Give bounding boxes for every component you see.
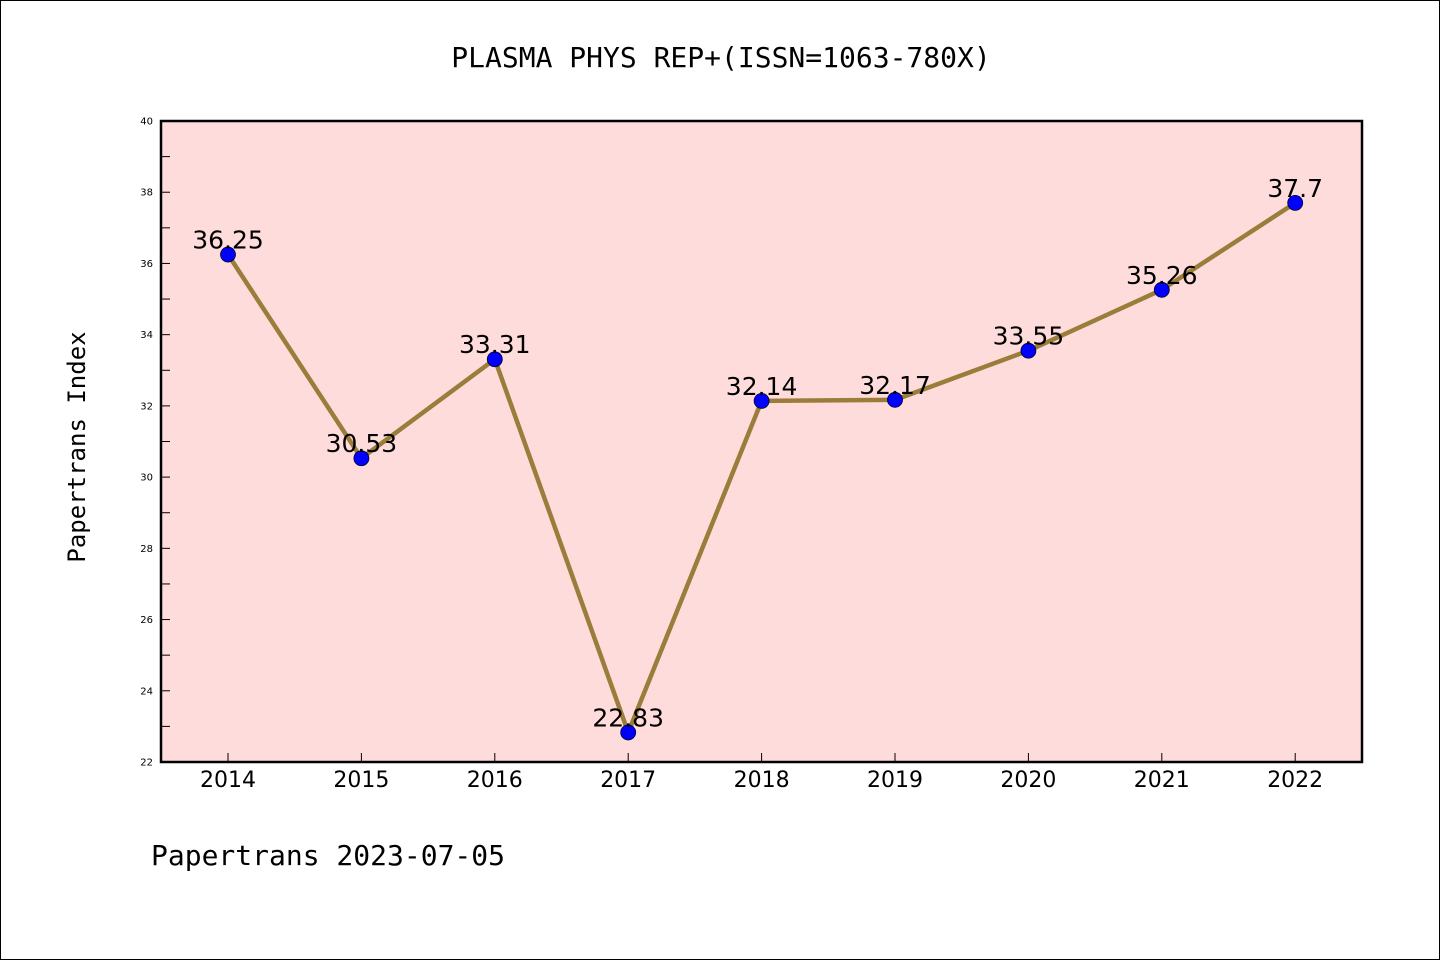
data-label: 35.26 [1126,261,1198,290]
y-tick-label: 34 [140,330,153,341]
data-label: 32.14 [726,372,798,401]
data-point [1287,195,1304,211]
y-tick-label: 28 [140,544,153,555]
data-point [486,351,503,368]
y-tick-label: 30 [140,473,153,484]
x-tick-label: 2014 [200,768,256,793]
x-tick-label: 2021 [1134,768,1190,793]
data-label: 37.7 [1267,174,1323,203]
footer-text: Papertrans 2023-07-05 [151,839,505,872]
data-point [887,391,903,408]
x-tick-label: 2019 [867,768,923,793]
series-layer [220,195,1304,741]
data-label: 36.25 [192,226,264,255]
data-point [620,724,637,741]
data-point [1020,342,1037,359]
data-point [353,450,370,467]
data-point [1153,281,1170,298]
y-tick-label: 38 [140,188,153,199]
x-tick-label: 2015 [333,768,389,793]
data-label: 30.53 [326,429,398,458]
plot-area [161,121,1362,762]
x-tick-label: 2022 [1267,768,1323,793]
data-labels: 36.25 30.53 33.31 22.83 32.14 32.17 33.55 35.26… [192,174,1323,733]
y-axis: 22 24 26 28 30 32 34 36 38 40 [140,117,170,769]
data-label: 33.55 [993,322,1065,351]
y-axis-label: Papertrans Index [63,331,91,562]
data-point [220,246,236,263]
x-tick-label: 2017 [600,768,656,793]
y-tick-label: 22 [140,758,153,769]
x-axis: 2014 2015 2016 2017 2018 2019 2020 2021 2022 [200,753,1323,793]
y-tick-label: 32 [140,401,153,412]
x-tick-label: 2018 [734,768,790,793]
y-tick-label: 24 [140,686,153,697]
y-tick-label: 36 [140,259,153,270]
x-tick-label: 2020 [1000,768,1056,793]
data-label: 32.17 [859,371,931,400]
chart-title: PLASMA PHYS REP+(ISSN=1063-780X) [451,41,990,74]
y-tick-label: 26 [140,615,153,626]
plot-border [159,119,1364,764]
x-tick-label: 2016 [467,768,523,793]
y-tick-label: 40 [140,117,153,128]
data-point [753,393,770,409]
data-label: 22.83 [592,703,664,732]
data-label: 33.31 [459,330,531,359]
